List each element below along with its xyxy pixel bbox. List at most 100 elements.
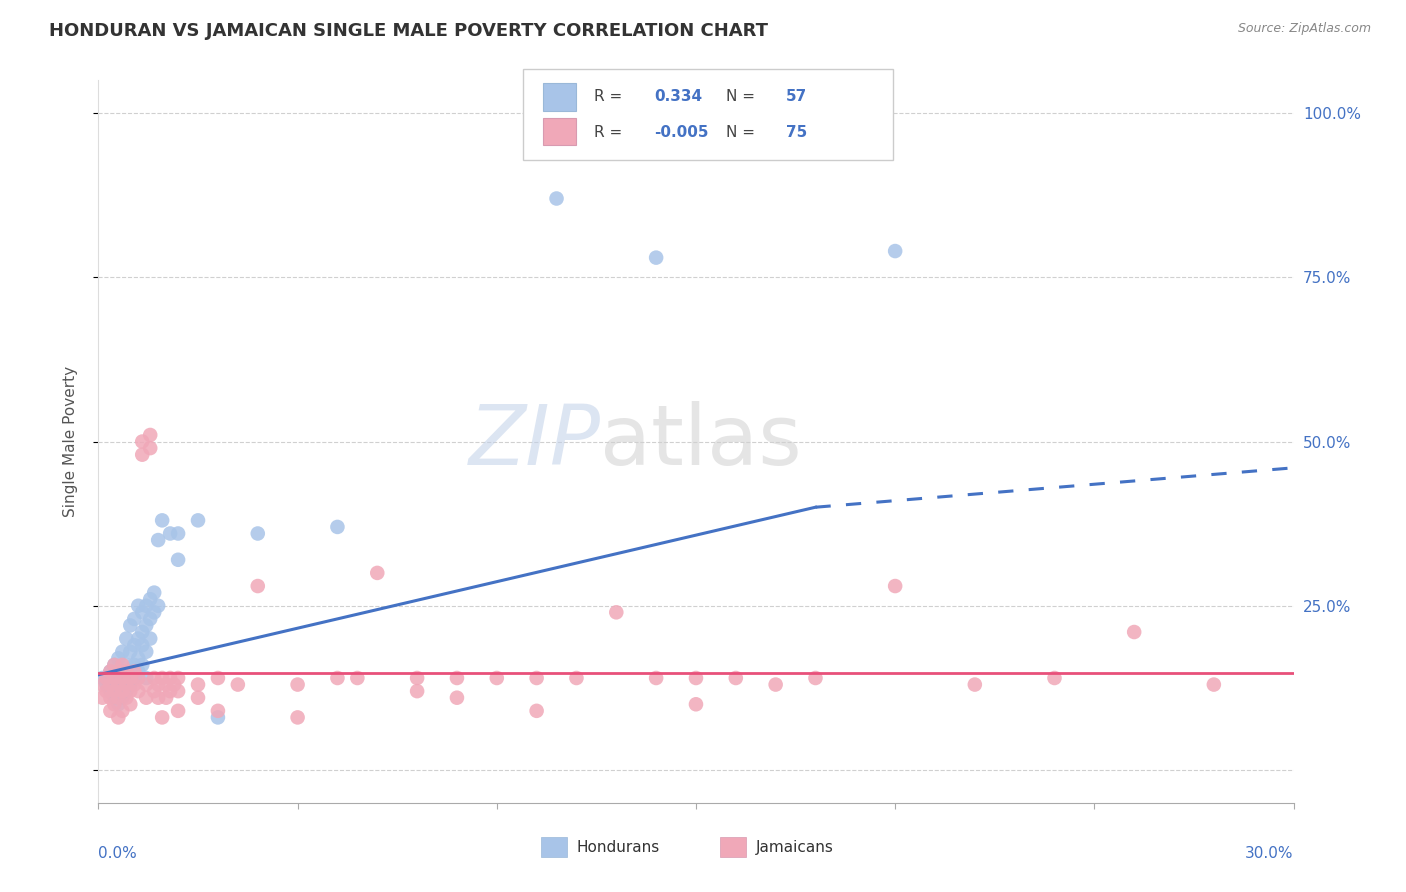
Point [724,671,747,685]
Point [96,684,118,698]
Point [645,251,668,265]
Text: Jamaicans: Jamaicans [756,840,834,855]
Point [159,671,181,685]
Point [127,632,149,646]
Point [124,638,146,652]
Point [1123,625,1146,640]
Point [207,671,229,685]
Point [131,434,153,449]
Point [150,513,173,527]
Text: 75: 75 [786,125,807,140]
Point [131,657,153,672]
Point [115,657,138,672]
Point [107,671,129,685]
Point [111,684,134,698]
Text: R =: R = [595,125,627,140]
Point [98,677,122,691]
Point [120,665,142,679]
Text: N =: N = [725,89,759,104]
Point [246,579,269,593]
Point [107,690,129,705]
Point [124,612,146,626]
Point [115,677,138,691]
Point [127,671,149,685]
Point [139,612,162,626]
Point [326,520,349,534]
Point [287,710,309,724]
Point [98,665,122,679]
Text: 30.0%: 30.0% [1246,847,1294,861]
Point [143,585,166,599]
Point [148,690,170,705]
Point [107,710,129,724]
Point [111,704,134,718]
Point [207,710,229,724]
Point [120,698,142,712]
Point [135,618,157,632]
Text: R =: R = [595,89,627,104]
Point [107,665,129,679]
Point [246,526,269,541]
Point [96,671,118,685]
Point [159,684,181,698]
Point [1202,677,1225,691]
Point [685,671,707,685]
Point [804,671,827,685]
Point [159,526,181,541]
Point [187,690,209,705]
Point [139,592,162,607]
Point [139,632,162,646]
Point [526,704,548,718]
Point [446,690,468,705]
Point [124,665,146,679]
Point [98,704,122,718]
Point [143,671,166,685]
Point [143,684,166,698]
Point [139,441,162,455]
Text: N =: N = [725,125,759,140]
Point [326,671,349,685]
Point [103,657,125,672]
Point [366,566,388,580]
Point [124,671,146,685]
Point [150,671,173,685]
Point [167,684,190,698]
Text: atlas: atlas [600,401,801,482]
Point [111,665,134,679]
Point [565,671,588,685]
Point [167,526,190,541]
Point [103,657,125,672]
FancyBboxPatch shape [523,70,893,160]
Point [127,651,149,665]
Point [98,684,122,698]
Point [96,677,118,691]
Text: ZIP: ZIP [468,401,600,482]
Point [226,677,249,691]
Point [91,677,114,691]
Point [884,244,907,258]
Point [115,665,138,679]
Point [127,665,149,679]
Point [148,599,170,613]
Point [111,690,134,705]
Point [167,671,190,685]
Point [131,605,153,619]
Point [143,605,166,619]
Point [124,677,146,691]
Point [526,671,548,685]
Point [131,448,153,462]
Point [406,671,429,685]
Point [1043,671,1066,685]
Point [120,677,142,691]
Text: 0.334: 0.334 [654,89,702,104]
Point [91,671,114,685]
Point [115,684,138,698]
Point [115,632,138,646]
Point [163,677,186,691]
Point [546,192,568,206]
Point [111,657,134,672]
Text: HONDURAN VS JAMAICAN SINGLE MALE POVERTY CORRELATION CHART: HONDURAN VS JAMAICAN SINGLE MALE POVERTY… [49,22,768,40]
Point [120,671,142,685]
Point [107,698,129,712]
Point [127,599,149,613]
